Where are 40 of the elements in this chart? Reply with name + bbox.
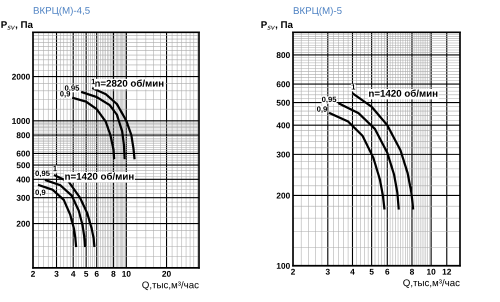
x-tick-label: 6 — [385, 268, 390, 275]
y-tick-label: 300 — [16, 194, 30, 201]
x-tick-label: 6 — [94, 270, 99, 277]
x-tick-label: 4 — [350, 268, 355, 275]
y-tick-label: 200 — [276, 192, 290, 199]
y-tick-label: 400 — [276, 122, 290, 128]
y-tick-label: 200 — [16, 220, 30, 227]
x-tick-label: 8 — [410, 268, 414, 275]
x-tick-label: 4 — [71, 270, 76, 277]
x-axis-title: Q,тыс,м³/час — [142, 281, 199, 290]
x-tick-label: 12 — [442, 268, 452, 275]
x-tick-label: 5 — [370, 268, 374, 275]
chart-title: ВКРЦ(М)-5 — [294, 6, 342, 16]
x-tick-label: 20 — [162, 270, 171, 277]
y-tick-label: 800 — [276, 52, 290, 58]
x-tick-label: 5 — [84, 270, 88, 277]
y-tick-label: 500 — [16, 162, 30, 168]
y-axis-title: P$_{sv}$, Па — [1, 21, 33, 30]
y-tick-label: 1000 — [12, 118, 30, 124]
annotation: n=2820 об/мин — [95, 80, 164, 87]
y-tick-label: 2000 — [12, 74, 30, 80]
y-tick-label: 600 — [276, 81, 290, 88]
annotation: n=1420 об/мин — [65, 172, 134, 180]
x-axis-title: Q,тыс,м³/час — [403, 279, 460, 288]
y-tick-label: 100 — [276, 262, 290, 269]
x-tick-label: 3 — [326, 268, 330, 275]
annotation: n=1420 об/мин — [369, 90, 438, 97]
x-tick-label: 2 — [290, 268, 295, 275]
x-tick-label: 8 — [111, 270, 116, 277]
y-tick-label: 800 — [16, 132, 30, 138]
chart-title: ВКРЦ(М)-4,5 — [34, 6, 90, 16]
y-axis-title: P$_{sv}$, Па — [261, 21, 293, 30]
x-tick-label: 10 — [122, 270, 131, 277]
y-tick-label: 600 — [16, 150, 30, 157]
y-tick-label: 300 — [276, 152, 290, 158]
x-tick-label: 10 — [427, 268, 436, 275]
y-tick-label: 400 — [16, 176, 30, 182]
y-tick-label: 500 — [276, 100, 290, 106]
x-tick-label: 2 — [30, 270, 35, 277]
x-tick-label: 3 — [54, 270, 59, 277]
